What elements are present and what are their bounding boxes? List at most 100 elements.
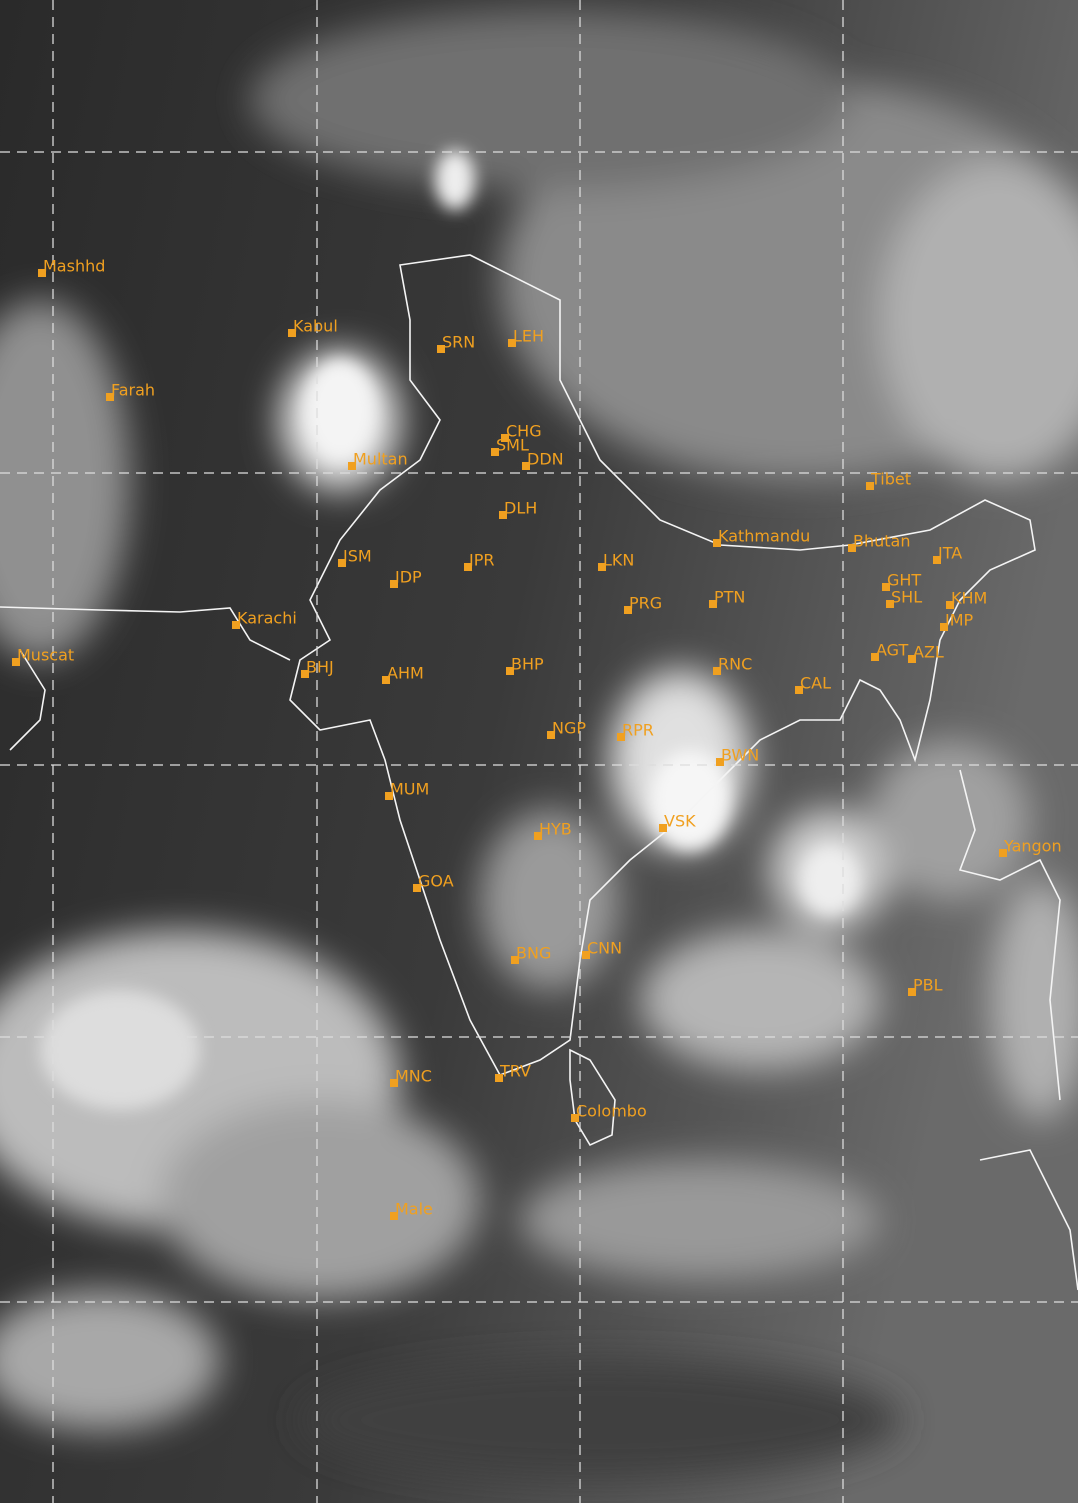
station-marker (534, 832, 542, 840)
station-label: BHP (511, 655, 544, 674)
station-label: Multan (353, 450, 408, 469)
station-label: Kabul (293, 317, 338, 336)
station-marker (908, 988, 916, 996)
station-label: Bhutan (853, 532, 910, 551)
station-marker (508, 339, 516, 347)
station-label: BHJ (306, 658, 334, 677)
station-marker (871, 653, 879, 661)
station-label: GHT (887, 571, 921, 590)
station-label: AHM (387, 664, 424, 683)
station-marker (232, 621, 240, 629)
station-marker (511, 956, 519, 964)
station-marker (795, 686, 803, 694)
station-marker (716, 758, 724, 766)
station-label: SHL (891, 588, 922, 607)
station-label: Yangon (1003, 837, 1062, 856)
station-label: JDP (394, 568, 422, 587)
station-label: Male (395, 1200, 433, 1219)
station-marker (501, 434, 509, 442)
sri-lanka-outline (569, 1048, 616, 1147)
station-label: TRV (499, 1062, 531, 1081)
station-marker (582, 951, 590, 959)
station-label: KHM (951, 589, 987, 608)
station-marker (709, 600, 717, 608)
cloud-highlights (40, 150, 860, 1110)
station-label: Colombo (576, 1102, 647, 1121)
station-marker (598, 563, 606, 571)
station-marker (495, 1074, 503, 1082)
country-borders (0, 254, 1078, 1291)
station-marker (713, 539, 721, 547)
station-marker (713, 667, 721, 675)
station-label: Kathmandu (718, 527, 810, 546)
coastline-west (0, 606, 291, 661)
station-label: DLH (504, 499, 537, 518)
station-marker (882, 583, 890, 591)
station-marker (547, 731, 555, 739)
station-label: Mashhd (43, 257, 105, 276)
india-outline (289, 254, 1036, 1076)
station-label: CHG (506, 422, 542, 441)
station-label: BWN (721, 746, 759, 765)
station-label: JSM (342, 547, 372, 566)
station-marker (382, 676, 390, 684)
station-label: Farah (111, 381, 155, 400)
myanmar-coast (958, 769, 1061, 1101)
station-marker (390, 1212, 398, 1220)
station-label: VSK (664, 812, 696, 831)
station-marker (571, 1114, 579, 1122)
station-marker (413, 884, 421, 892)
station-marker (848, 544, 856, 552)
station-label: IMP (945, 611, 974, 630)
station-label: CNN (587, 939, 622, 958)
station-marker (390, 1079, 398, 1087)
station-marker (437, 345, 445, 353)
station-marker (390, 580, 398, 588)
sumatra-coast (979, 1149, 1078, 1291)
station-label: RNC (718, 655, 752, 674)
station-label: PRG (629, 594, 662, 613)
clouds (0, 10, 1078, 1480)
station-label: NGP (552, 719, 586, 738)
station-marker (624, 606, 632, 614)
station-label: LKN (603, 551, 634, 570)
station-label: Muscat (17, 646, 74, 665)
station-marker (464, 563, 472, 571)
station-marker (499, 511, 507, 519)
station-label: MNC (395, 1067, 432, 1086)
station-label: MUM (390, 780, 429, 799)
station-label: CAL (800, 674, 831, 693)
station-label: PTN (714, 588, 745, 607)
station-label: Tibet (870, 470, 911, 489)
station-marker (506, 667, 514, 675)
station-marker (908, 655, 916, 663)
station-label: RPR (622, 721, 654, 740)
station-label: PBL (913, 976, 943, 995)
station-marker (940, 623, 948, 631)
station-marker (933, 556, 941, 564)
station-label: BNG (516, 944, 551, 963)
station-label: JPR (468, 551, 494, 570)
station-label: LEH (513, 327, 544, 346)
station-marker (348, 462, 356, 470)
station-marker (12, 658, 20, 666)
station-label: ITA (938, 544, 962, 563)
station-label: DDN (527, 450, 564, 469)
station-marker (999, 849, 1007, 857)
station-marker (38, 269, 46, 277)
station-label: HYB (539, 820, 572, 839)
station-marker (491, 448, 499, 456)
station-marker (522, 462, 530, 470)
station-marker (301, 670, 309, 678)
arabian-coast (9, 649, 46, 751)
station-label: AGT (876, 641, 908, 660)
station-marker (385, 792, 393, 800)
station-marker (659, 824, 667, 832)
station-marker (617, 733, 625, 741)
station-marker (866, 482, 874, 490)
station-marker (338, 559, 346, 567)
station-marker (106, 393, 114, 401)
